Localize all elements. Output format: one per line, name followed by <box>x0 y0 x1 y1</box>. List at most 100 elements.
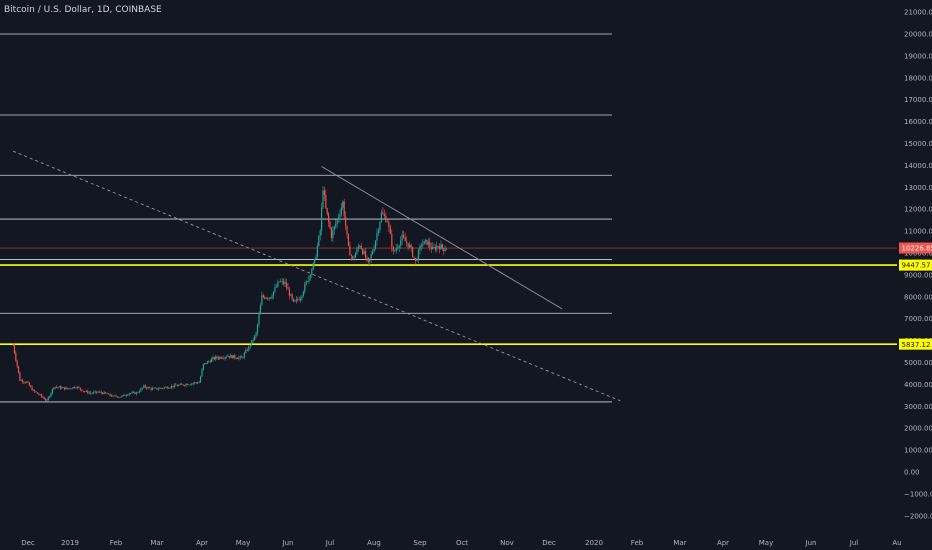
candle-body <box>332 230 334 238</box>
candle-body <box>78 386 80 388</box>
price-tick-label: 13000.00 <box>904 184 932 192</box>
candle-body <box>204 363 206 365</box>
time-tick-label: Jul <box>849 539 859 547</box>
candle-body <box>301 295 303 299</box>
candle-body <box>55 386 58 388</box>
candle-body <box>262 295 264 297</box>
time-tick-label: Dec <box>542 539 556 547</box>
candle-body <box>116 396 119 398</box>
candle-body <box>21 380 24 383</box>
current-price-tag-label: 10226.85 <box>902 245 932 253</box>
time-tick-label: Feb <box>631 539 644 547</box>
candle-body <box>347 234 350 246</box>
candle-body <box>322 190 324 208</box>
candle-body <box>329 221 331 229</box>
candle-body <box>68 388 70 390</box>
candle-body <box>206 361 209 364</box>
candle-body <box>159 388 161 389</box>
candle-body <box>66 387 68 389</box>
candle-body <box>23 382 25 383</box>
candle-body <box>195 382 197 384</box>
candle-body <box>90 392 92 394</box>
candle-body <box>79 387 81 390</box>
candle-body <box>290 294 292 296</box>
candle-body <box>394 250 396 252</box>
candle-body <box>414 257 417 261</box>
price-tick-label: −2000.00 <box>904 512 932 520</box>
price-tick-label: −1000.00 <box>904 490 932 498</box>
horizontal-levels <box>0 33 897 403</box>
candle-body <box>352 256 354 259</box>
candle-body <box>380 212 383 222</box>
candle-body <box>373 248 375 252</box>
candle-body <box>336 219 338 224</box>
candle-body <box>140 388 142 392</box>
candle-body <box>297 299 299 300</box>
time-tick-label: Nov <box>500 539 514 547</box>
candle-body <box>138 391 141 393</box>
candle-body <box>309 275 311 277</box>
candle-body <box>42 396 44 398</box>
candle-body <box>53 387 55 389</box>
candle-body <box>312 263 314 270</box>
candle-body <box>446 249 448 250</box>
candle-body <box>354 253 357 258</box>
candle-body <box>345 216 347 226</box>
candle-body <box>261 295 263 306</box>
candle-body <box>118 396 120 398</box>
candle-body <box>308 276 310 282</box>
candle-body <box>88 392 90 394</box>
candle-body <box>205 363 207 364</box>
candle-body <box>102 392 104 394</box>
candle-body <box>72 387 74 389</box>
candle-body <box>362 249 364 254</box>
candle-body <box>440 244 442 250</box>
time-axis[interactable]: Dec 2019 Feb Mar Apr May Jun Jul Aug Sep Oct Nov Dec… <box>0 535 932 550</box>
candle-body <box>82 391 84 392</box>
candle-body <box>353 257 355 259</box>
candle-body <box>128 393 130 395</box>
candle-body <box>360 245 362 250</box>
candle-body <box>379 221 381 231</box>
price-tick-label: 1000.00 <box>904 447 932 455</box>
price-tick-label: 7000.00 <box>904 315 932 323</box>
key-level-tag-bg <box>899 338 932 350</box>
candle-body <box>337 217 340 220</box>
time-tick-label: Apr <box>717 539 729 547</box>
candle-body <box>325 194 327 208</box>
candle-body <box>371 251 374 255</box>
candle-body <box>76 386 79 388</box>
candle-body <box>12 344 14 346</box>
resistance-trendline <box>321 166 563 310</box>
candle-body <box>144 385 146 388</box>
candle-body <box>154 387 157 389</box>
key-level-tag-label: 9447.57 <box>902 262 931 270</box>
candle-body <box>134 392 136 395</box>
candle-body <box>97 391 99 393</box>
price-tick-label: 9000.00 <box>904 271 932 279</box>
candle-body <box>212 357 214 360</box>
candle-body <box>419 246 421 251</box>
key-level-tag-label: 5837.12 <box>902 341 931 349</box>
candle-body <box>251 340 253 346</box>
candle-body <box>363 251 365 254</box>
candle-body <box>241 356 243 358</box>
candle-body <box>316 245 318 257</box>
candle-body <box>439 246 441 250</box>
candle-body <box>59 386 62 389</box>
candle-body <box>242 357 244 358</box>
candle-body <box>17 366 20 373</box>
candle-body <box>20 380 22 381</box>
candle-body <box>65 387 67 390</box>
candle-body <box>209 361 211 363</box>
candle-body <box>223 358 225 359</box>
key-level-tag-bg <box>899 259 932 271</box>
candle-body <box>293 298 295 302</box>
candle-body <box>366 257 368 259</box>
candle-body <box>28 382 30 386</box>
candle-body <box>398 245 400 248</box>
candle-body <box>149 387 151 389</box>
candle-body <box>199 376 202 383</box>
candle-body <box>230 355 232 358</box>
